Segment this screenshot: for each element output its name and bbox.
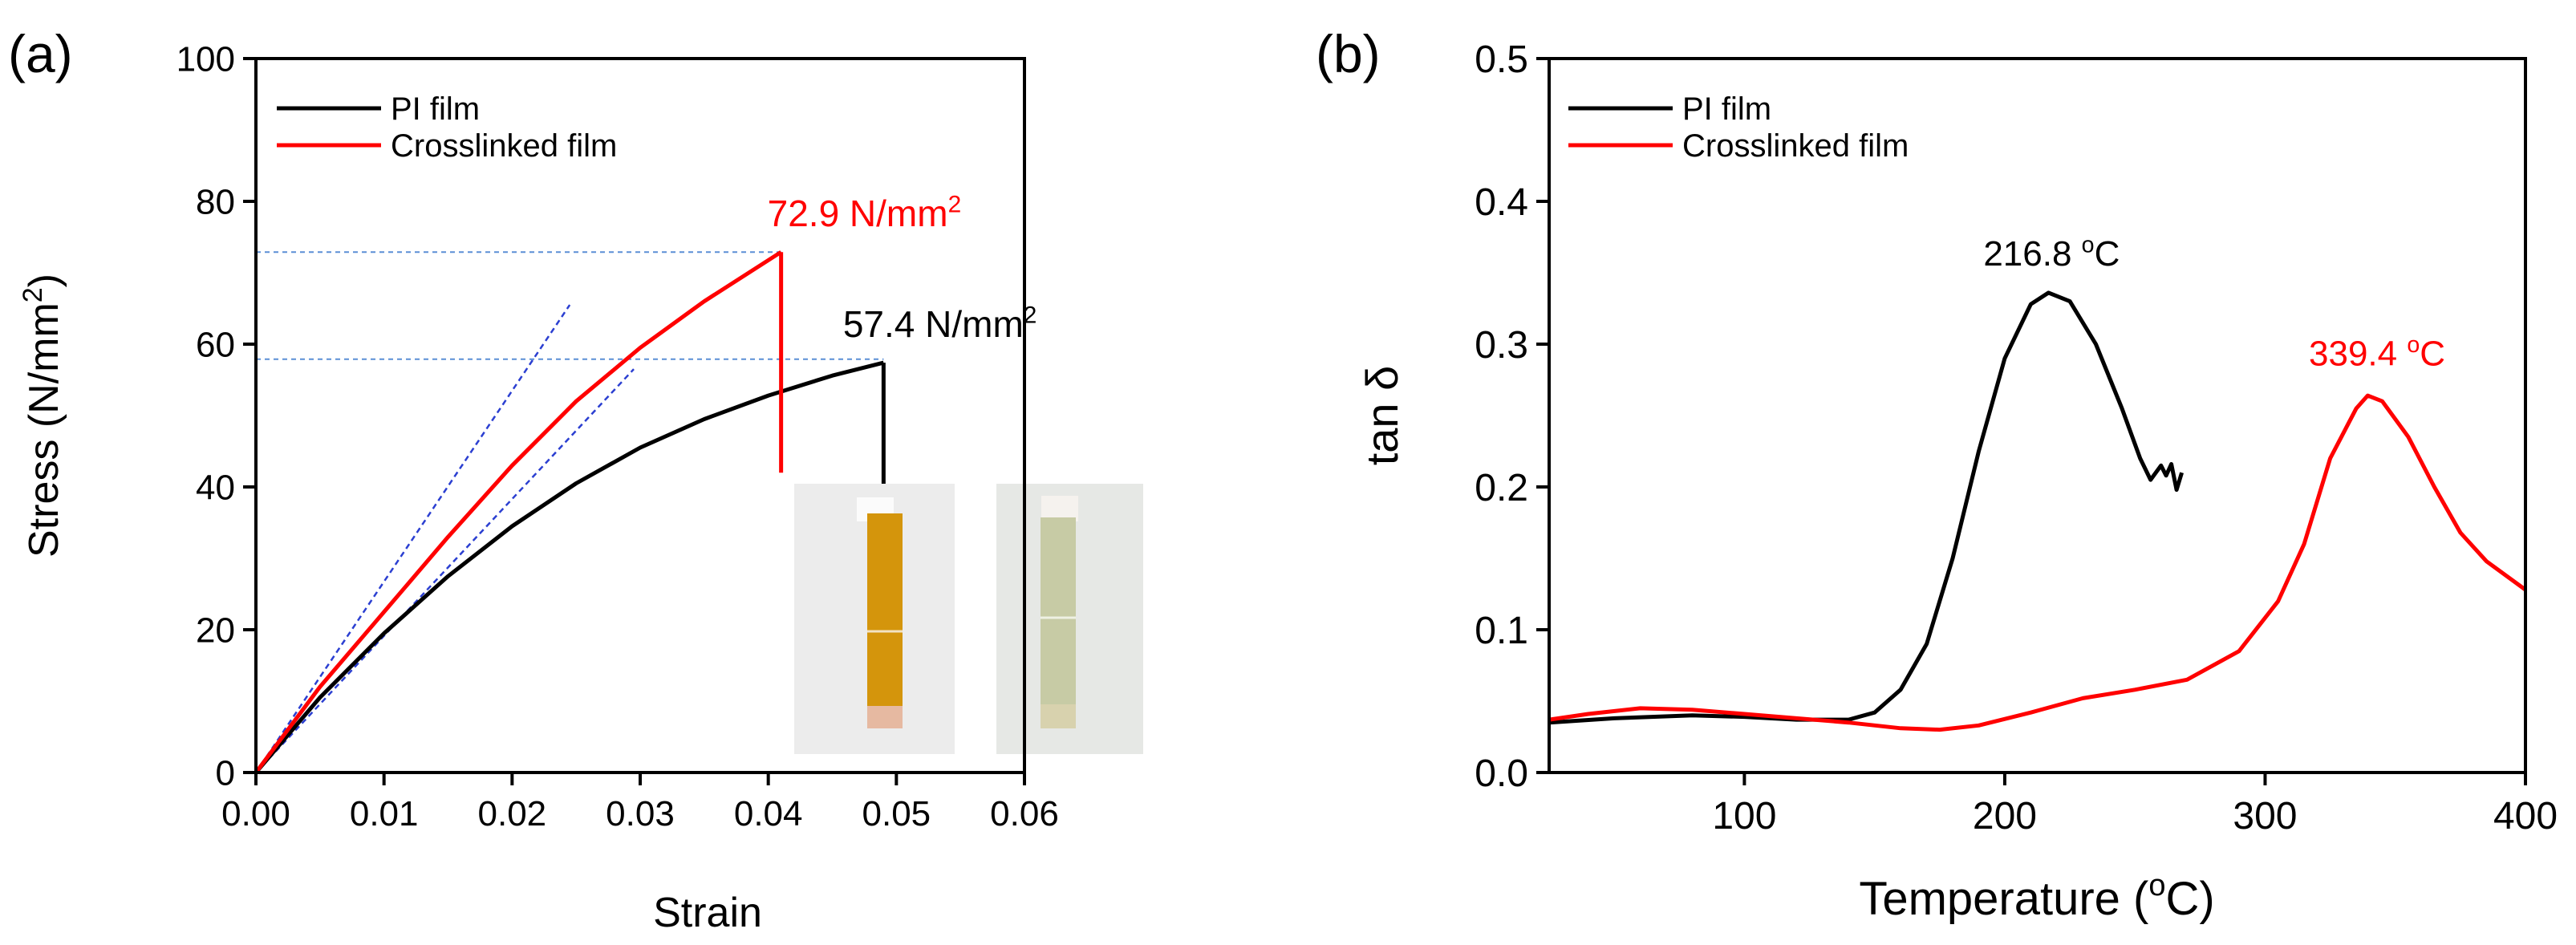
- y-tick-label: 0: [216, 753, 235, 793]
- series-line: [254, 250, 782, 774]
- series-line: [254, 360, 885, 774]
- legend-label: PI film: [1682, 91, 1771, 127]
- x-tick-label: 0.04: [734, 794, 803, 833]
- y-tick-label: 20: [196, 610, 235, 650]
- series-line: [1548, 290, 2184, 725]
- y-tick-label: 0.1: [1475, 610, 1528, 652]
- x-axis-ticks: 100 200 300 400: [1712, 773, 2558, 838]
- legend-label: PI film: [391, 91, 480, 127]
- y-tick-label: 60: [196, 325, 235, 364]
- x-tick-label: 0.06: [990, 794, 1059, 833]
- y-tick-label: 0.0: [1475, 752, 1528, 795]
- specimen-clamp-2: [1041, 704, 1076, 728]
- x-tick-label: 0.01: [350, 794, 419, 833]
- stress-strain-chart: (a) 72.9 N/mm2 57.4 N/mm2 PI filmCrosslin…: [8, 24, 1143, 936]
- panel-label-b: (b): [1316, 24, 1381, 83]
- panel-label-a: (a): [8, 24, 73, 83]
- y-axis-ticks: 0.0 0.1 0.2 0.3 0.4 0.5: [1475, 39, 1549, 795]
- y-tick-label: 0.5: [1475, 39, 1528, 81]
- x-axis-label: Temperature (oC): [1859, 869, 2214, 925]
- x-tick-label: 400: [2493, 795, 2558, 838]
- x-tick-label: 300: [2233, 795, 2297, 838]
- peak-label: 216.8 oC: [1983, 232, 2120, 274]
- y-tick-label: 80: [196, 182, 235, 221]
- x-axis-label: Strain: [653, 890, 762, 936]
- peak-annotations: 216.8 oC 339.4 oC: [1983, 232, 2445, 373]
- guide-lines: [256, 251, 884, 360]
- y-tick-label: 0.3: [1475, 324, 1528, 367]
- tan-delta-chart: (b) 216.8 oC 339.4 oC PI filmCrosslinked …: [1316, 24, 2558, 925]
- tangent-line: [254, 304, 571, 773]
- specimen-clamp-1: [867, 706, 903, 728]
- tangent-lines: [254, 304, 635, 773]
- photo-tab-top-2: [1041, 496, 1078, 521]
- series-line: [1548, 393, 2527, 732]
- x-tick-label: 0.02: [478, 794, 547, 833]
- series-group: [1548, 290, 2527, 732]
- plot-frame: [1548, 57, 2527, 774]
- y-tick-label: 0.2: [1475, 467, 1528, 509]
- legend-label: Crosslinked film: [391, 128, 617, 164]
- specimen-photo: [794, 484, 1143, 754]
- series-group: [254, 250, 886, 774]
- x-tick-label: 100: [1712, 795, 1776, 838]
- x-tick-label: 0.05: [862, 794, 931, 833]
- legend-label: Crosslinked film: [1682, 128, 1909, 164]
- specimen-strip-1: [867, 513, 903, 724]
- y-axis-ticks: 0 20 40 60 80 100: [176, 39, 256, 793]
- y-axis-label: Stress (N/mm2): [18, 274, 67, 558]
- peak-annotations: 72.9 N/mm2 57.4 N/mm2: [768, 192, 1037, 345]
- x-tick-label: 200: [1973, 795, 2037, 838]
- tangent-line: [255, 368, 635, 773]
- x-tick-label: 0.00: [221, 794, 290, 833]
- y-tick-label: 100: [176, 39, 235, 79]
- peak-label: 339.4 oC: [2309, 332, 2445, 374]
- y-tick-label: 40: [196, 468, 235, 507]
- x-axis-ticks: 0.00 0.01 0.02 0.03 0.04 0.05 0.06: [221, 773, 1059, 833]
- x-tick-label: 0.03: [606, 794, 675, 833]
- peak-label: 72.9 N/mm2: [768, 192, 962, 234]
- y-tick-label: 0.4: [1475, 181, 1528, 224]
- y-axis-label: tan δ: [1357, 366, 1407, 466]
- specimen-strip-2: [1041, 517, 1076, 728]
- peak-label: 57.4 N/mm2: [843, 302, 1037, 345]
